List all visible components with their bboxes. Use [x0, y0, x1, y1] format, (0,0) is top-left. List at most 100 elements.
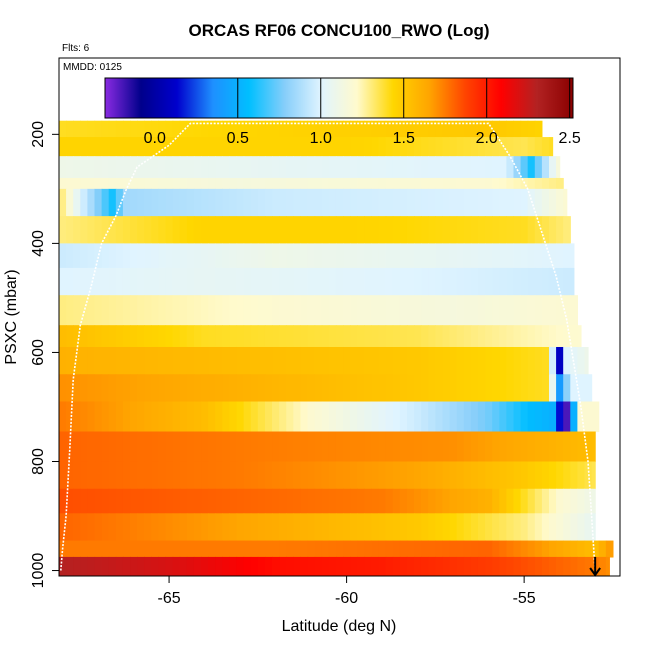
heat-cell-11	[286, 374, 294, 403]
heat-cell-9	[321, 325, 330, 348]
heat-cell-7	[541, 267, 550, 296]
heat-cell-3	[350, 177, 358, 190]
heat-cell-14	[541, 461, 550, 490]
heat-cell-17	[392, 540, 401, 558]
heat-cell-2	[321, 156, 330, 179]
heat-cell-4	[399, 188, 408, 217]
heat-cell-16	[406, 513, 415, 542]
heat-cell-15	[513, 488, 522, 514]
heat-cell-15	[463, 488, 472, 514]
heat-cell-16	[250, 513, 259, 542]
heat-cell-14	[151, 461, 160, 490]
heat-cell-13	[435, 431, 444, 463]
heat-cell-16	[165, 513, 174, 542]
heat-cell-13	[591, 431, 596, 463]
heat-cell-17	[115, 540, 124, 558]
heat-cell-4	[556, 188, 564, 217]
heat-cell-15	[449, 488, 458, 514]
heat-cell-4	[59, 188, 67, 217]
heat-cell-15	[101, 488, 110, 514]
heat-cell-4	[406, 188, 415, 217]
heat-cell-16	[449, 513, 458, 542]
heat-cell-1	[428, 137, 436, 157]
heat-cell-14	[506, 461, 515, 490]
heat-cell-1	[73, 137, 81, 157]
heat-cell-15	[222, 488, 231, 514]
heat-cell-13	[307, 431, 316, 463]
heat-cell-2	[556, 156, 561, 179]
heat-cell-4	[350, 188, 358, 217]
heat-cell-6	[272, 243, 280, 269]
heat-cell-10	[442, 346, 451, 375]
heat-cell-15	[165, 488, 174, 514]
heat-cell-5	[94, 216, 103, 244]
heat-cell-0	[406, 120, 415, 138]
heat-cell-15	[470, 488, 479, 514]
heat-cell-2	[435, 156, 444, 179]
heat-cell-5	[435, 216, 444, 244]
heat-cell-7	[229, 267, 238, 296]
heat-cell-3	[406, 177, 415, 190]
heat-cell-4	[80, 188, 88, 217]
heat-cell-8	[506, 295, 515, 326]
heat-cell-8	[144, 295, 152, 326]
heat-cell-1	[406, 137, 415, 157]
heat-cell-9	[371, 325, 380, 348]
heat-cell-7	[201, 267, 209, 296]
heat-cell-17	[442, 540, 451, 558]
heat-cell-0	[101, 120, 110, 138]
heat-cell-5	[158, 216, 167, 244]
heat-cell-1	[435, 137, 444, 157]
heat-cell-12	[343, 401, 351, 433]
heat-cell-16	[584, 513, 593, 542]
heat-cell-15	[570, 488, 578, 514]
heat-cell-18	[421, 556, 429, 576]
heat-cell-17	[172, 540, 181, 558]
heat-cell-11	[399, 374, 408, 403]
heat-cell-13	[506, 431, 515, 463]
heat-cell-12	[477, 401, 486, 433]
heat-cell-12	[73, 401, 81, 433]
heat-cell-11	[449, 374, 458, 403]
heat-cell-11	[250, 374, 259, 403]
heat-cell-2	[378, 156, 387, 179]
heat-cell-5	[364, 216, 373, 244]
heat-cell-8	[541, 295, 550, 326]
heat-cell-18	[279, 556, 287, 576]
heat-cell-16	[435, 513, 444, 542]
heat-cell-4	[208, 188, 216, 217]
heat-cell-10	[73, 346, 81, 375]
heat-cell-10	[158, 346, 167, 375]
heat-cell-12	[492, 401, 500, 433]
heat-cell-1	[442, 137, 451, 157]
heat-cell-0	[527, 120, 536, 138]
heat-cell-17	[364, 540, 373, 558]
heat-cell-0	[421, 120, 429, 138]
heat-cell-15	[186, 488, 195, 514]
heat-cell-12	[179, 401, 188, 433]
heat-cell-15	[506, 488, 515, 514]
heat-cell-1	[321, 137, 330, 157]
heat-cell-7	[392, 267, 401, 296]
heat-cell-11	[193, 374, 202, 403]
heat-cell-17	[165, 540, 174, 558]
heat-cell-9	[144, 325, 152, 348]
heat-cell-11	[130, 374, 138, 403]
heat-cell-5	[485, 216, 493, 244]
heat-cell-7	[421, 267, 429, 296]
heat-cell-10	[513, 346, 522, 375]
heat-cell-2	[350, 156, 358, 179]
heat-cell-10	[66, 346, 74, 375]
heat-cell-4	[371, 188, 380, 217]
heat-cell-11	[186, 374, 195, 403]
heat-cell-0	[208, 120, 216, 138]
heat-cell-2	[314, 156, 323, 179]
heat-cell-8	[193, 295, 202, 326]
heat-cell-3	[137, 177, 145, 190]
heat-cell-12	[428, 401, 436, 433]
heat-cell-10	[279, 346, 287, 375]
heat-cell-7	[314, 267, 323, 296]
heat-cell-3	[94, 177, 103, 190]
heat-cell-18	[335, 556, 344, 576]
heat-cell-7	[208, 267, 216, 296]
